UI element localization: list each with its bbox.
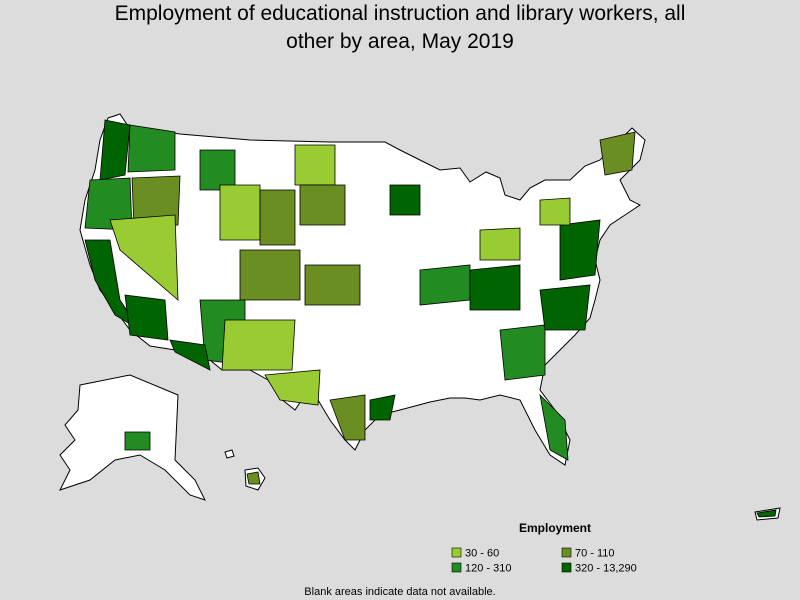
area xyxy=(419,264,471,306)
area xyxy=(124,431,151,451)
legend-label: 70 - 110 xyxy=(575,548,615,560)
area xyxy=(109,214,179,301)
areas xyxy=(84,119,777,518)
hawaii xyxy=(224,449,235,459)
legend-label: 320 - 13,290 xyxy=(575,563,637,575)
area xyxy=(219,184,261,241)
area xyxy=(329,394,366,441)
legend-swatch xyxy=(451,562,462,573)
area xyxy=(127,124,176,173)
note: Blank areas indicate data not available. xyxy=(304,586,495,598)
legend-swatch xyxy=(451,547,462,558)
area xyxy=(169,339,211,371)
area xyxy=(499,324,546,381)
area xyxy=(539,284,591,331)
area xyxy=(99,119,131,181)
legend-swatch xyxy=(561,562,572,573)
area xyxy=(199,149,236,191)
area xyxy=(259,189,296,246)
area xyxy=(294,144,336,186)
area xyxy=(221,319,296,371)
area xyxy=(389,184,421,216)
area xyxy=(239,249,301,301)
area xyxy=(756,509,777,518)
legend-label: 30 - 60 xyxy=(465,548,499,560)
area xyxy=(539,197,571,226)
legend: 30 - 60 70 - 110 120 - 310 320 - 13,290 xyxy=(451,547,637,575)
area xyxy=(131,175,181,229)
area xyxy=(369,394,396,421)
area xyxy=(246,471,261,485)
area xyxy=(124,294,169,341)
legend-title: Employment xyxy=(519,521,591,535)
map-title: Employment of educational instruction an… xyxy=(114,2,686,53)
area xyxy=(539,393,569,461)
area xyxy=(559,219,601,281)
area xyxy=(299,184,346,226)
area xyxy=(479,227,521,261)
area xyxy=(304,264,361,306)
legend-swatch xyxy=(561,547,572,558)
area xyxy=(264,369,321,406)
legend-label: 120 - 310 xyxy=(465,563,511,575)
area xyxy=(599,131,636,176)
area xyxy=(469,264,521,311)
